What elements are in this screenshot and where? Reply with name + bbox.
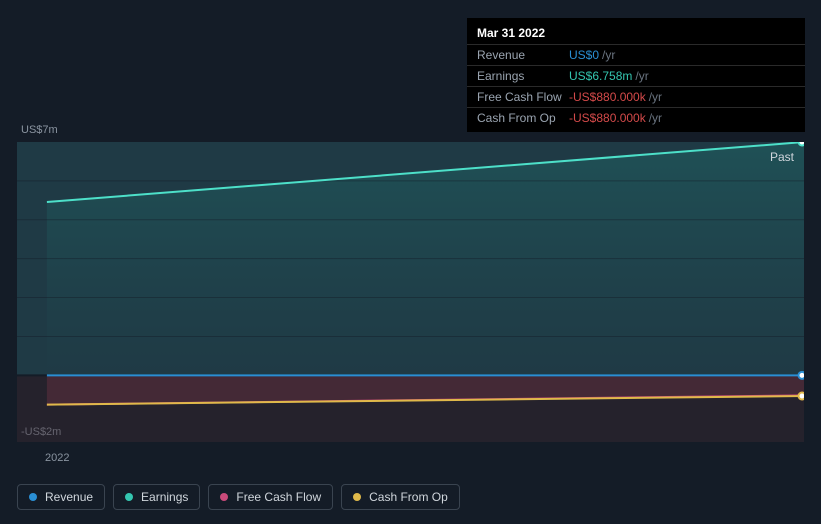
chart-svg[interactable]: [17, 142, 804, 442]
tooltip-metric-value: US$6.758m: [569, 69, 632, 83]
tooltip-metric-suffix: /yr: [602, 48, 615, 62]
legend: Revenue Earnings Free Cash Flow Cash From O…: [17, 484, 460, 510]
tooltip-metric-label: Earnings: [477, 69, 569, 83]
tooltip-row: EarningsUS$6.758m/yr: [467, 65, 805, 86]
tooltip-row: RevenueUS$0/yr: [467, 44, 805, 65]
chart-area: US$7m US$0 -US$2m Past 2022: [17, 122, 804, 442]
x-axis-label: 2022: [45, 452, 69, 464]
legend-dot-icon: [29, 493, 37, 501]
y-axis-label: US$7m: [21, 124, 58, 136]
legend-label: Free Cash Flow: [236, 490, 321, 504]
legend-label: Earnings: [141, 490, 188, 504]
tooltip-metric-suffix: /yr: [635, 69, 648, 83]
legend-label: Cash From Op: [369, 490, 448, 504]
tooltip-metric-value: -US$880.000k: [569, 90, 646, 104]
legend-dot-icon: [125, 493, 133, 501]
legend-item-cash-from-op[interactable]: Cash From Op: [341, 484, 460, 510]
legend-label: Revenue: [45, 490, 93, 504]
tooltip-date: Mar 31 2022: [467, 22, 805, 44]
legend-item-revenue[interactable]: Revenue: [17, 484, 105, 510]
past-label: Past: [770, 150, 794, 164]
tooltip-metric-value: US$0: [569, 48, 599, 62]
tooltip-metric-suffix: /yr: [649, 90, 662, 104]
tooltip-metric-label: Revenue: [477, 48, 569, 62]
legend-dot-icon: [353, 493, 361, 501]
tooltip-row: Free Cash Flow-US$880.000k/yr: [467, 86, 805, 107]
legend-item-free-cash-flow[interactable]: Free Cash Flow: [208, 484, 333, 510]
legend-item-earnings[interactable]: Earnings: [113, 484, 200, 510]
tooltip-metric-label: Free Cash Flow: [477, 90, 569, 104]
legend-dot-icon: [220, 493, 228, 501]
data-tooltip: Mar 31 2022 RevenueUS$0/yrEarningsUS$6.7…: [467, 18, 805, 132]
